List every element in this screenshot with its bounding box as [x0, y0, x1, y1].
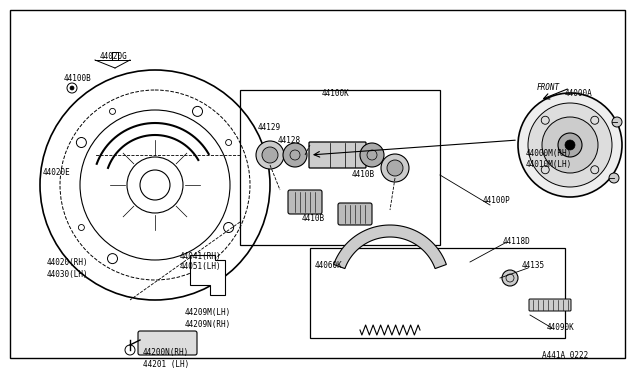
Circle shape	[542, 117, 598, 173]
Text: 44010M(LH): 44010M(LH)	[526, 160, 572, 169]
FancyBboxPatch shape	[309, 142, 366, 168]
Text: 44200N(RH): 44200N(RH)	[143, 349, 189, 357]
Text: 44100P: 44100P	[483, 196, 511, 205]
Circle shape	[612, 117, 622, 127]
Text: 44060K: 44060K	[315, 262, 343, 270]
Circle shape	[381, 154, 409, 182]
Text: 44041(RH): 44041(RH)	[180, 251, 221, 260]
Circle shape	[70, 86, 74, 90]
Text: 44100K: 44100K	[322, 89, 349, 97]
Text: 44129: 44129	[258, 122, 281, 131]
Text: 44135: 44135	[522, 262, 545, 270]
Circle shape	[502, 270, 518, 286]
Text: 44020G: 44020G	[100, 51, 128, 61]
Text: 44128: 44128	[278, 135, 301, 144]
Text: 44020(RH): 44020(RH)	[47, 259, 88, 267]
Text: 44100B: 44100B	[64, 74, 92, 83]
Text: 44020E: 44020E	[43, 167, 71, 176]
Text: 44090K: 44090K	[547, 323, 575, 331]
FancyBboxPatch shape	[529, 299, 571, 311]
FancyBboxPatch shape	[338, 203, 372, 225]
Text: 44000A: 44000A	[565, 89, 593, 97]
Text: 44201 (LH): 44201 (LH)	[143, 359, 189, 369]
Text: FRONT: FRONT	[537, 83, 560, 92]
Circle shape	[565, 140, 575, 150]
Circle shape	[558, 133, 582, 157]
Circle shape	[256, 141, 284, 169]
Text: 44000M(RH): 44000M(RH)	[526, 148, 572, 157]
Text: 44030(LH): 44030(LH)	[47, 269, 88, 279]
Polygon shape	[333, 225, 446, 269]
Circle shape	[360, 143, 384, 167]
Circle shape	[387, 160, 403, 176]
Text: 4410B: 4410B	[352, 170, 375, 179]
Text: 4410B: 4410B	[302, 214, 325, 222]
Polygon shape	[190, 255, 225, 295]
FancyBboxPatch shape	[138, 331, 197, 355]
Text: 44209N(RH): 44209N(RH)	[185, 320, 231, 328]
Circle shape	[528, 103, 612, 187]
Text: 44051(LH): 44051(LH)	[180, 263, 221, 272]
Circle shape	[518, 93, 622, 197]
FancyBboxPatch shape	[288, 190, 322, 214]
Circle shape	[262, 147, 278, 163]
Circle shape	[609, 173, 619, 183]
Text: 44209M(LH): 44209M(LH)	[185, 308, 231, 317]
Text: 44118D: 44118D	[503, 237, 531, 246]
Text: A441A 0222: A441A 0222	[542, 352, 588, 360]
Circle shape	[283, 143, 307, 167]
